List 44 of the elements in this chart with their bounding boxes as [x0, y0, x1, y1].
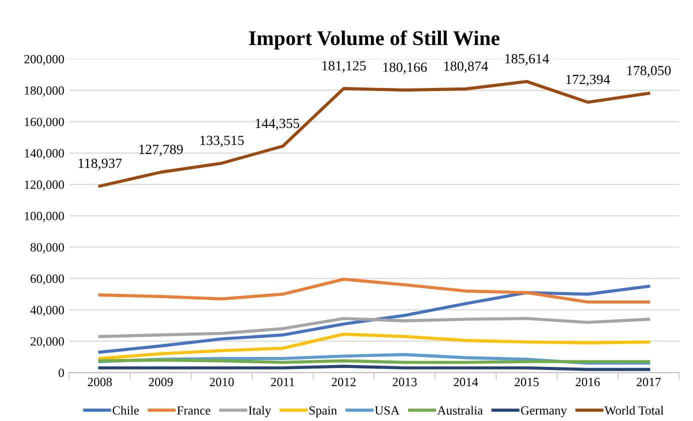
x-tick-label: 2014 [454, 378, 478, 386]
x-tick-label: 2017 [636, 378, 661, 386]
y-tick-label: 40,000 [30, 306, 64, 316]
y-tick-label: 160,000 [24, 118, 64, 128]
legend-label: Spain [309, 406, 337, 418]
line-series [98, 278, 650, 304]
x-tick-label: 2008 [88, 378, 112, 386]
y-tick-label: 60,000 [30, 274, 64, 285]
data-label: 180,874 [444, 61, 488, 73]
line-series [98, 316, 650, 338]
line-series [98, 284, 650, 354]
line-series [98, 332, 650, 360]
x-tick-label: 2011 [271, 378, 294, 386]
data-label: 181,125 [322, 61, 366, 72]
x-tick-label: 2016 [576, 378, 600, 386]
data-label: 178,050 [627, 66, 671, 78]
y-tick-label: 0 [58, 368, 64, 378]
y-tick-label: 120,000 [24, 180, 64, 191]
x-tick-label: 2013 [392, 378, 417, 386]
legend-label: France [177, 406, 210, 415]
data-label: 172,394 [566, 74, 610, 86]
data-label: 185,614 [505, 54, 550, 66]
legend-label: Germany [520, 406, 567, 418]
y-tick-label: 180,000 [24, 86, 64, 97]
x-tick-label: 2010 [210, 378, 234, 386]
data-label: 144,355 [256, 118, 300, 130]
x-tick-label: 2015 [514, 378, 539, 386]
x-tick-label: 2012 [332, 378, 356, 386]
data-label: 127,789 [139, 144, 183, 156]
y-tick-label: 80,000 [30, 243, 64, 254]
chart-title: Import Volume of Still Wine [249, 30, 500, 50]
legend-label: World Total [604, 406, 664, 415]
x-tick-label: 2009 [148, 378, 173, 386]
data-label: 133,515 [200, 136, 244, 148]
legend-label: Australia [437, 406, 483, 415]
legend-label: Chile [112, 406, 139, 415]
legend-label: Italy [248, 406, 272, 418]
y-tick-label: 200,000 [24, 54, 64, 66]
legend-label: USA [374, 406, 400, 415]
y-tick-label: 20,000 [30, 337, 64, 348]
data-label: 180,166 [383, 62, 427, 74]
y-tick-label: 140,000 [24, 149, 64, 160]
y-tick-label: 100,000 [24, 212, 64, 222]
data-label: 118,937 [78, 158, 122, 170]
